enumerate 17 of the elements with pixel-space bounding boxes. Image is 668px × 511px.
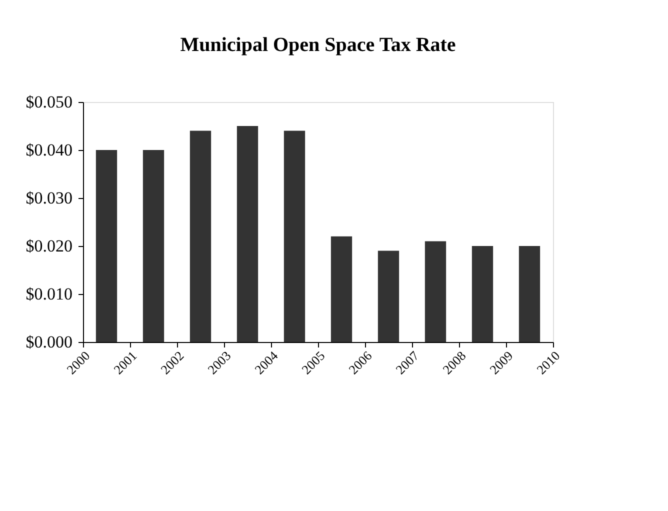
y-tick-label: $0.050 <box>26 92 72 112</box>
y-tick-label: $0.040 <box>26 140 72 160</box>
bar <box>424 241 446 342</box>
chart-title: Municipal Open Space Tax Rate <box>180 34 456 56</box>
y-tick-label: $0.000 <box>26 332 72 352</box>
bar <box>96 150 118 342</box>
y-tick-label: $0.030 <box>26 188 72 208</box>
bar <box>284 130 306 342</box>
bar <box>378 250 400 342</box>
bar <box>518 246 540 342</box>
bar <box>236 126 258 342</box>
bar <box>142 150 164 342</box>
bar <box>190 130 212 342</box>
y-tick-label: $0.020 <box>26 236 72 256</box>
bar <box>472 246 494 342</box>
y-tick-label: $0.010 <box>26 284 72 304</box>
bar <box>330 236 352 342</box>
